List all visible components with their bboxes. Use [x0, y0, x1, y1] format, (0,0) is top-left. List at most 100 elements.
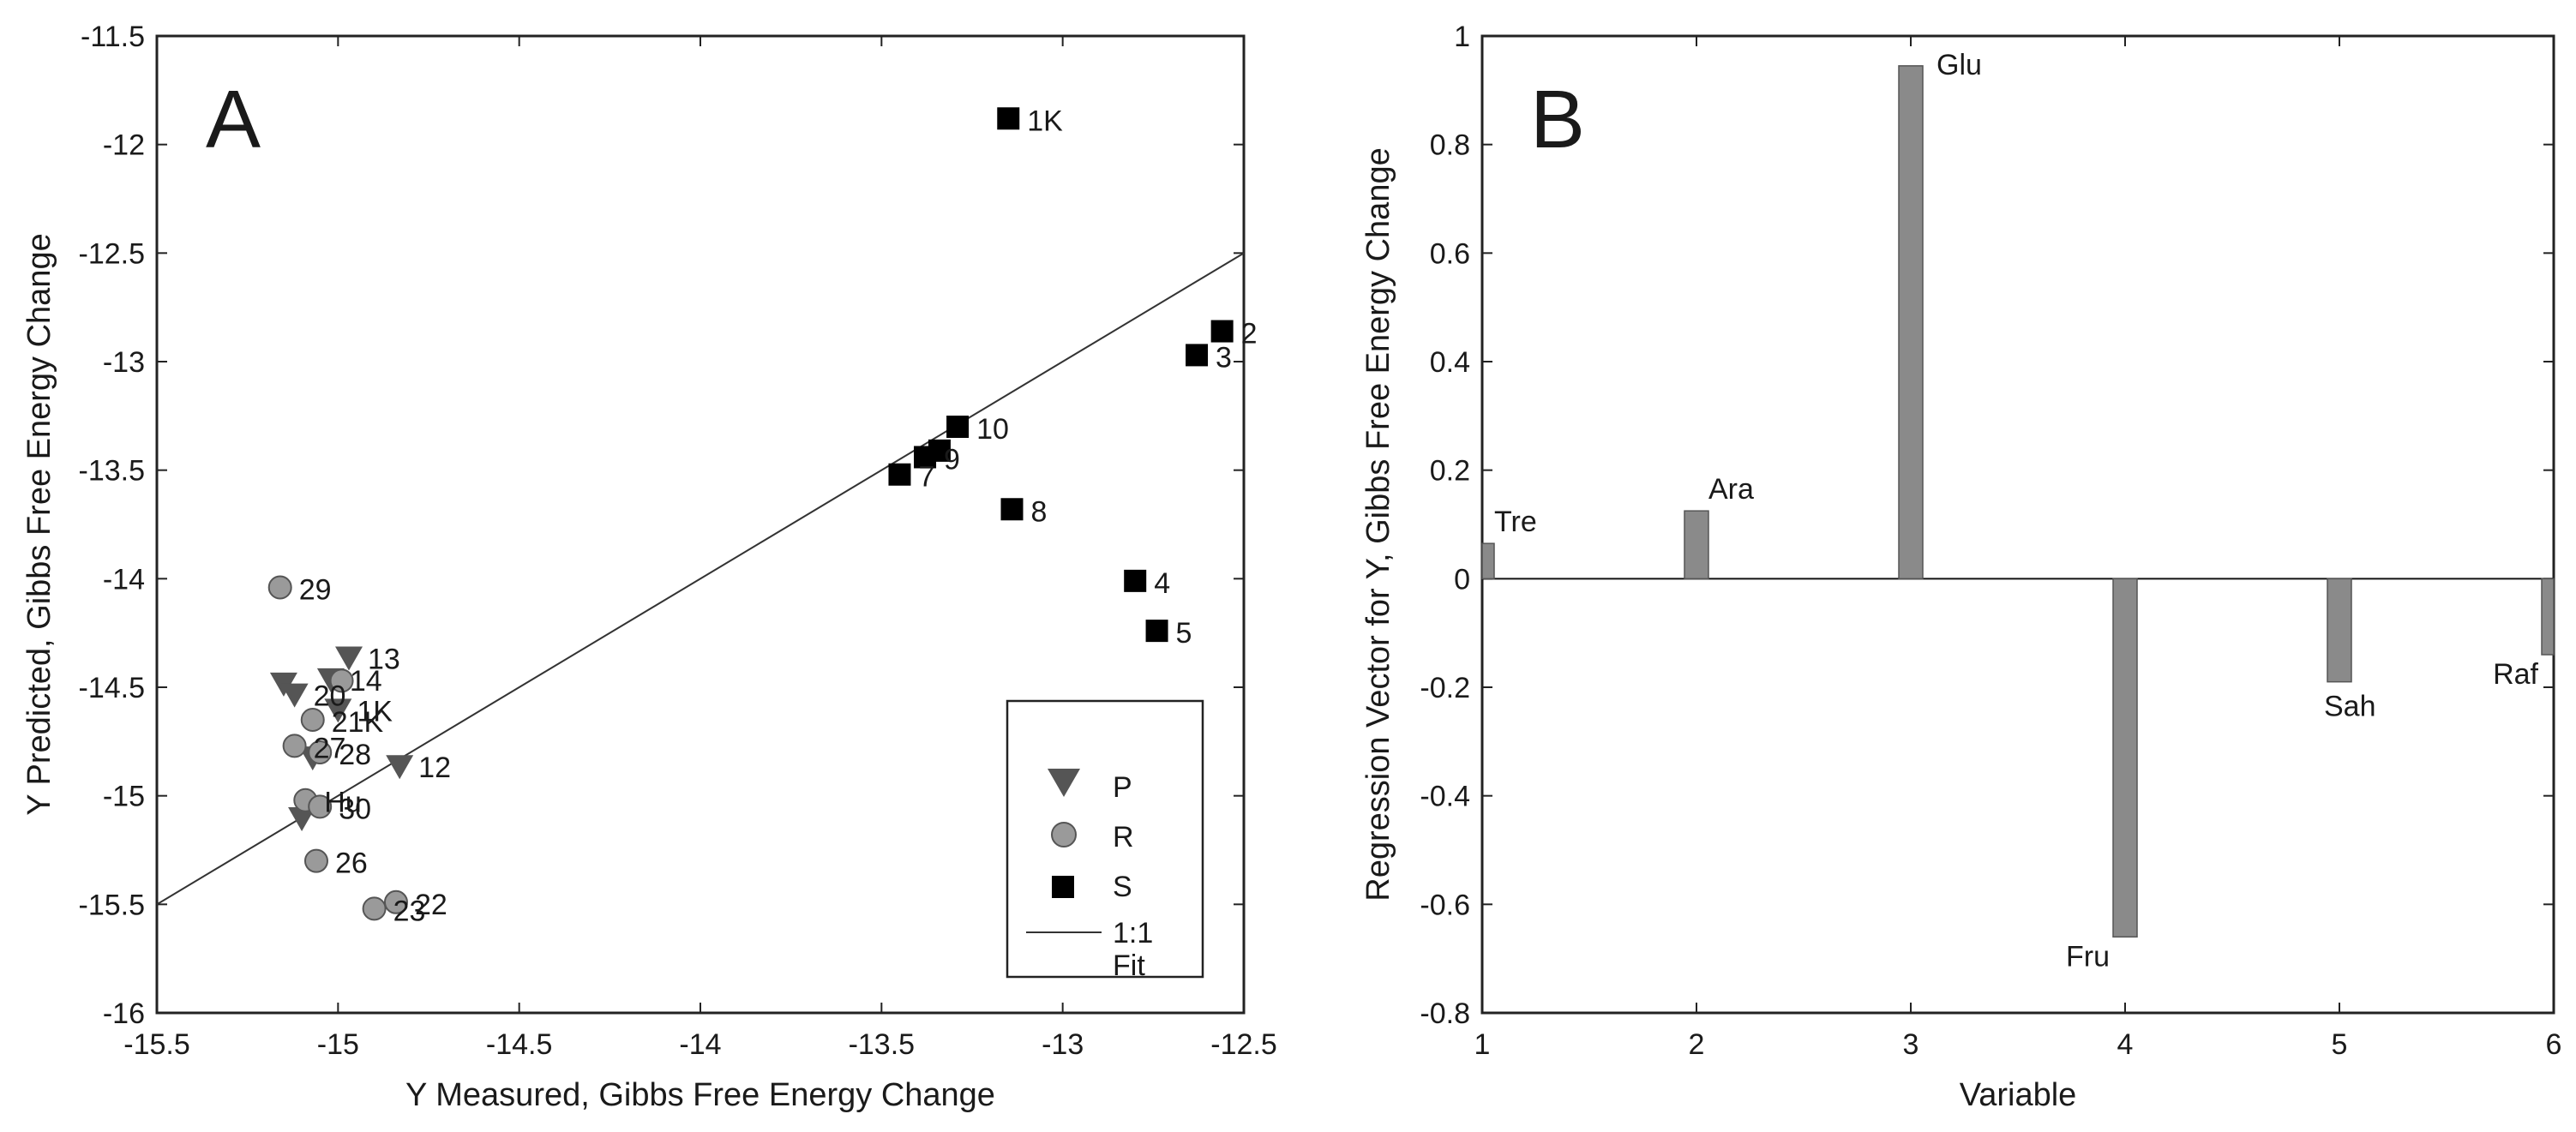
fit-line-1-1	[156, 252, 1245, 906]
y-tick-label-b: 0.2	[1430, 455, 1470, 488]
bar-label: Fru	[2066, 940, 2110, 973]
y-tick-label-b: -0.6	[1420, 889, 1470, 921]
bar-label: Glu	[1937, 49, 1982, 81]
legend-s-marker	[1052, 876, 1074, 898]
legend-fit-label-2: Fit	[1113, 949, 1145, 982]
x-tick-label-b: 1	[1474, 1028, 1491, 1061]
y-tick-label-b: 0.8	[1430, 129, 1470, 162]
point-label: 9	[944, 443, 960, 476]
point-p	[386, 755, 414, 780]
point-label: 30	[339, 793, 371, 825]
legend-s-label: S	[1113, 871, 1132, 903]
x-tick-label-a: -15.5	[123, 1028, 190, 1061]
point-label: 7	[918, 461, 934, 494]
point-label: 8	[1030, 495, 1047, 528]
y-axis-title-a: Y Predicted, Gibbs Free Energy Change	[21, 233, 57, 815]
x-tick-label-a: -13	[1042, 1028, 1084, 1061]
point-label: 1K	[357, 695, 393, 728]
point-label: 26	[335, 848, 368, 880]
legend-a: P R S 1:1 Fit	[1006, 699, 1204, 982]
y-tick-label-a: -14.5	[79, 672, 146, 704]
y-tick-label-a: -13	[103, 346, 145, 379]
bar-raf	[2541, 578, 2555, 656]
point-label: 13	[368, 644, 400, 676]
x-tick-label-b: 3	[1903, 1028, 1919, 1061]
point-p	[288, 807, 316, 831]
x-axis-title-a: Y Measured, Gibbs Free Energy Change	[405, 1077, 995, 1113]
y-tick-label-b: -0.4	[1420, 781, 1470, 813]
point-r	[308, 740, 333, 764]
point-label: 29	[299, 573, 332, 606]
point-label: 4	[1154, 567, 1170, 600]
bar-glu	[1898, 65, 1924, 580]
legend-fit-label-1: 1:1	[1113, 917, 1153, 949]
point-label: 20	[314, 680, 346, 713]
bar-panel-b: 1 2 3 4 5 6 -0.8 -0.6 -0.4 -0.2 0 0.2 0.4 0.6 0.8 1 Tre…	[1360, 21, 2561, 1113]
point-r	[303, 848, 328, 873]
x-axis-title-b: Variable	[1960, 1077, 2077, 1113]
x-tick-label-b: 4	[2117, 1028, 2134, 1061]
point-r	[308, 794, 333, 819]
x-tick-label-b: 2	[1689, 1028, 1705, 1061]
y-tick-label-b: 0.4	[1430, 346, 1470, 379]
y-tick-label-b: 1	[1454, 21, 1470, 53]
bar-label: Tre	[1494, 506, 1537, 538]
legend-p-marker	[1048, 769, 1080, 797]
bar-fru	[2112, 578, 2138, 938]
y-tick-label-a: -15	[103, 781, 145, 813]
point-s	[997, 107, 1020, 130]
point-s	[1186, 344, 1209, 367]
legend-p-label: P	[1113, 771, 1132, 804]
y-tick-label-b: 0.6	[1430, 237, 1470, 270]
x-tick-label-a: -13.5	[849, 1028, 916, 1061]
point-r	[282, 734, 307, 758]
x-tick-label-a: -14	[679, 1028, 721, 1061]
point-label: 2	[1241, 318, 1258, 350]
y-tick-label-a: -12	[103, 129, 145, 162]
y-tick-label-a: -13.5	[79, 455, 146, 488]
point-p	[280, 683, 309, 708]
point-s	[1210, 320, 1234, 343]
point-label: Hu	[324, 787, 361, 819]
point-label: 3	[1216, 341, 1232, 374]
y-tick-label-a: -15.5	[79, 889, 146, 921]
point-s	[1000, 498, 1024, 521]
scatter-panel-a: -15.5 -15 -14.5 -14 -13.5 -13 -12.5-16-15.5-15…	[21, 21, 1277, 1113]
point-label: 5	[1176, 617, 1192, 650]
point-label: 14	[350, 665, 382, 698]
point-p	[335, 646, 363, 671]
y-tick-label-b: -0.8	[1420, 997, 1470, 1030]
point-p	[324, 698, 352, 723]
point-s	[888, 463, 911, 486]
legend-box	[1006, 699, 1204, 979]
plot-area-b	[1480, 34, 2555, 1015]
point-label: 12	[418, 752, 451, 784]
point-r	[383, 889, 408, 914]
point-label: 10	[976, 413, 1009, 446]
point-s	[946, 416, 970, 438]
x-tick-label-a: -12.5	[1210, 1028, 1277, 1061]
point-label: 28	[339, 739, 371, 771]
bar-label: Raf	[2493, 658, 2538, 691]
y-tick-label-a: -14	[103, 563, 145, 596]
bar-tre	[1481, 542, 1495, 580]
bar-sah	[2327, 578, 2352, 683]
point-label: 22	[415, 889, 447, 921]
point-label: 23	[393, 895, 426, 927]
y-tick-label-a: -11.5	[81, 21, 145, 53]
point-label: 1K	[1027, 105, 1063, 137]
x-tick-label-b: 5	[2332, 1028, 2348, 1061]
panel-label-b: B	[1530, 74, 1585, 165]
point-s	[914, 446, 937, 469]
point-s	[1124, 569, 1147, 592]
y-tick-label-b: -0.2	[1420, 672, 1470, 704]
x-tick-label-b: 6	[2546, 1028, 2562, 1061]
bar-ara	[1684, 510, 1709, 580]
legend-r-label: R	[1113, 821, 1134, 853]
point-r	[300, 708, 325, 732]
y-tick-label-a: -12.5	[79, 237, 146, 270]
point-label: 27	[314, 732, 346, 764]
y-tick-label-b: 0	[1454, 563, 1470, 596]
panel-label-a: A	[206, 74, 261, 165]
